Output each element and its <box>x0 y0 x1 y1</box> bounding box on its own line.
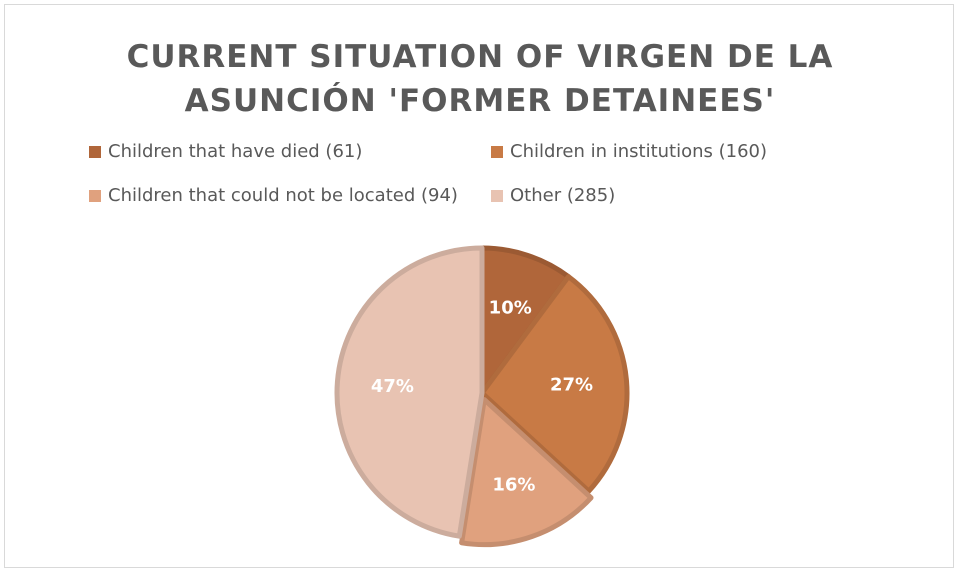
legend-item-died: Children that have died (61) <box>89 141 362 162</box>
slice-other <box>334 245 485 539</box>
legend-item-other: Other (285) <box>491 185 615 206</box>
legend-swatch-died <box>89 145 101 158</box>
legend-label-institutions: Children in institutions (160) <box>510 141 768 162</box>
legend-swatch-institutions <box>491 145 503 158</box>
legend-swatch-not-located <box>89 189 101 202</box>
legend-label-died: Children that have died (61) <box>108 141 363 162</box>
slice-not-located <box>459 397 594 548</box>
legend-swatch-other <box>491 189 503 202</box>
slice-institutions <box>479 274 630 494</box>
chart-title: CURRENT SITUATION OF VIRGEN DE LA ASUNCI… <box>5 35 955 123</box>
slice-label-other: 47% <box>371 376 414 397</box>
slice-label-institutions: 27% <box>550 375 593 396</box>
legend-label-not-located: Children that could not be located (94) <box>108 185 458 206</box>
chart-frame: CURRENT SITUATION OF VIRGEN DE LA ASUNCI… <box>4 4 954 568</box>
pie-chart: 10% 27% 16% 47% <box>334 245 630 548</box>
legend-label-other: Other (285) <box>510 185 616 206</box>
slice-label-died: 10% <box>489 298 532 319</box>
legend-item-institutions: Children in institutions (160) <box>491 141 767 162</box>
legend-item-not-located: Children that could not be located (94) <box>89 185 458 206</box>
chart-title-line-2: ASUNCIÓN 'FORMER DETAINEES' <box>184 83 776 119</box>
slice-label-not-located: 16% <box>492 475 535 496</box>
slice-died <box>479 245 571 396</box>
chart-title-line-1: CURRENT SITUATION OF VIRGEN DE LA <box>126 39 834 75</box>
